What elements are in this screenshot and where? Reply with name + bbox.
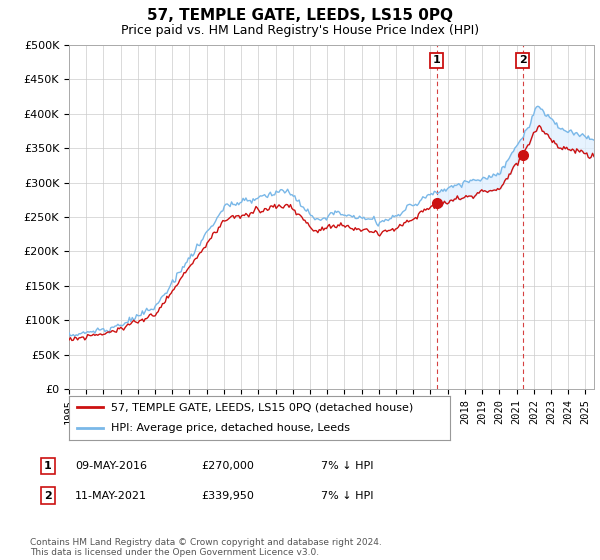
Text: 57, TEMPLE GATE, LEEDS, LS15 0PQ (detached house): 57, TEMPLE GATE, LEEDS, LS15 0PQ (detach… xyxy=(111,402,413,412)
Text: Price paid vs. HM Land Registry's House Price Index (HPI): Price paid vs. HM Land Registry's House … xyxy=(121,24,479,36)
Text: 57, TEMPLE GATE, LEEDS, LS15 0PQ: 57, TEMPLE GATE, LEEDS, LS15 0PQ xyxy=(147,8,453,24)
Text: 7% ↓ HPI: 7% ↓ HPI xyxy=(321,461,373,471)
Text: 1: 1 xyxy=(44,461,52,471)
Text: HPI: Average price, detached house, Leeds: HPI: Average price, detached house, Leed… xyxy=(111,423,350,433)
Text: 09-MAY-2016: 09-MAY-2016 xyxy=(75,461,147,471)
Text: £339,950: £339,950 xyxy=(201,491,254,501)
Text: 7% ↓ HPI: 7% ↓ HPI xyxy=(321,491,373,501)
Text: 2: 2 xyxy=(44,491,52,501)
Text: 11-MAY-2021: 11-MAY-2021 xyxy=(75,491,147,501)
Text: 2: 2 xyxy=(518,55,526,66)
Text: £270,000: £270,000 xyxy=(201,461,254,471)
Text: Contains HM Land Registry data © Crown copyright and database right 2024.
This d: Contains HM Land Registry data © Crown c… xyxy=(30,538,382,557)
Text: 1: 1 xyxy=(433,55,440,66)
